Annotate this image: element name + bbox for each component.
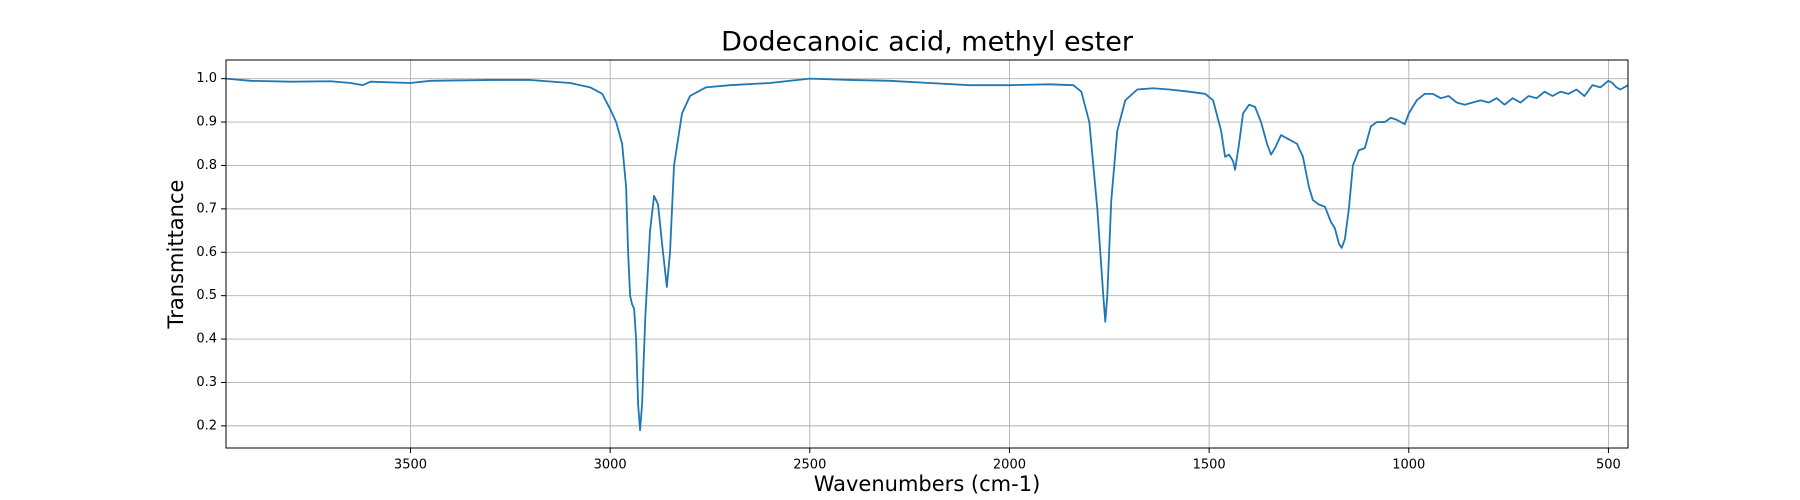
y-tick-label: 0.8 [196,158,217,173]
y-tick-label: 0.3 [196,375,217,390]
x-tick-label: 1000 [1392,458,1425,473]
y-tick-label: 0.4 [196,332,217,347]
x-tick-label: 3000 [594,458,627,473]
y-tick-label: 0.7 [196,201,217,216]
x-tick-label: 500 [1596,458,1621,473]
spectrum-line [225,77,1629,432]
x-axis-label: Wavenumbers (cm-1) [814,472,1041,496]
plot-frame [225,59,1629,449]
chart-title: Dodecanoic acid, methyl ester [721,27,1134,58]
y-tick-label: 1.0 [196,71,217,86]
x-tick-label: 3500 [394,458,427,473]
y-tick-label: 0.9 [196,115,217,130]
y-tick-label: 0.6 [196,245,217,260]
x-tick-label: 2500 [793,458,826,473]
x-tick-label: 2000 [993,458,1026,473]
y-axis-label: Transmittance [164,180,188,330]
y-tick-label: 0.5 [196,288,217,303]
x-tick-label: 1500 [1193,458,1226,473]
y-tick-label: 0.2 [196,418,217,433]
